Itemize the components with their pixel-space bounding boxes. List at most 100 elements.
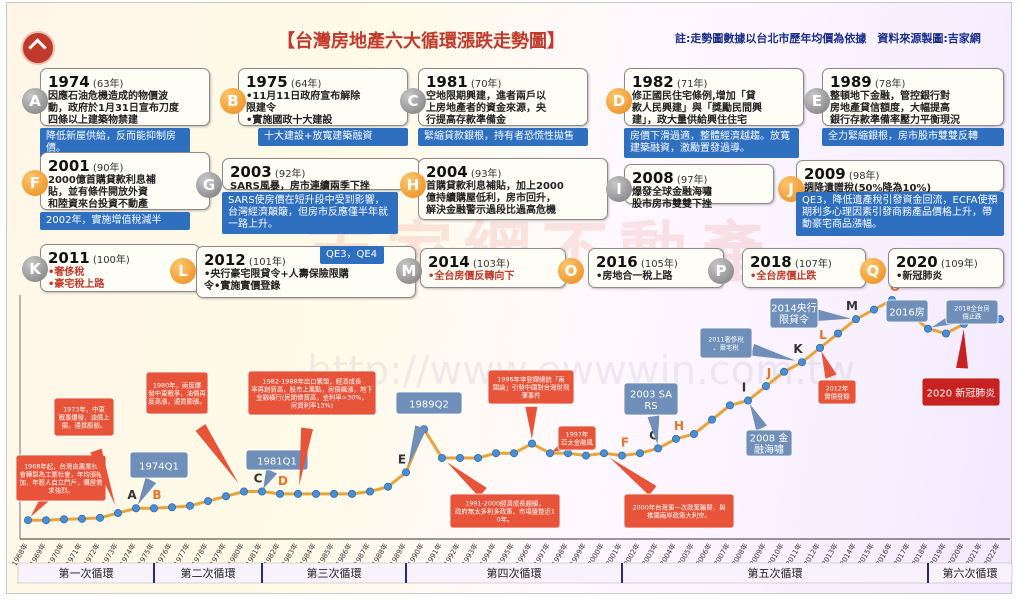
event-card-K: 2011 (100年) •奢侈稅 •豪宅稅上路 bbox=[40, 244, 200, 292]
callout-pointer bbox=[263, 468, 278, 489]
callout-pointer bbox=[447, 462, 487, 498]
callout-text: 1997年亞太金融風 bbox=[561, 430, 594, 447]
event-year: 2020 bbox=[896, 253, 938, 271]
callout-pointer bbox=[137, 477, 157, 505]
callout-line: 2000年台灣第一次政黨輪替，與 bbox=[633, 503, 727, 512]
data-point-2011 bbox=[798, 358, 807, 367]
point-letter-J: J bbox=[766, 366, 771, 380]
callout-text: 1981Q1 bbox=[257, 456, 297, 467]
event-letter-badge: O bbox=[558, 258, 584, 284]
callout-text: 2011奢侈稅、豪宅稅 bbox=[708, 335, 744, 352]
event-description-line: •房地合一稅上路 bbox=[596, 271, 673, 282]
event-letter-badge: P bbox=[708, 258, 734, 284]
brand-logo bbox=[21, 31, 55, 65]
callout-text: 2008 金融海嘯 bbox=[750, 432, 789, 457]
data-point-1989 bbox=[401, 468, 410, 477]
callout-line: 戰事爆發，油價上 bbox=[58, 412, 110, 421]
callout-box bbox=[145, 371, 209, 415]
event-description-line: 四條以上建築物禁建 bbox=[48, 115, 138, 126]
event-card-header: 2014 (103年) bbox=[428, 252, 558, 271]
callout-text: 1973年，中東戰事爆發，油價上揚，通貨膨脹。 bbox=[58, 405, 110, 430]
data-point-1977 bbox=[185, 501, 194, 510]
callout-pointer bbox=[610, 457, 657, 496]
callout-line: 2011奢侈稅 bbox=[708, 335, 744, 344]
data-point-1998 bbox=[564, 449, 573, 458]
callout-box bbox=[487, 369, 575, 405]
event-description-line: •新冠肺炎 bbox=[896, 271, 943, 282]
event-card-header: 1981 (70年) bbox=[426, 72, 580, 91]
event-description-line: 2000億首購貸款利息補 bbox=[48, 175, 156, 186]
event-description-line: 整頓地下金融，管控銀行對 bbox=[830, 91, 950, 102]
callout-pointer bbox=[749, 403, 768, 431]
cycle-label: 第三次循環 bbox=[307, 566, 362, 580]
data-point-2000 bbox=[600, 449, 609, 458]
callout-pointer bbox=[299, 427, 314, 486]
event-roc-year: (71年) bbox=[673, 79, 708, 90]
callout-text: 1974Q1 bbox=[139, 461, 179, 472]
event-description-line: •豪宅稅上路 bbox=[48, 279, 105, 290]
event-description-line: 解決金融警示過段比過高危機 bbox=[426, 205, 556, 216]
event-letter-badge: B bbox=[220, 88, 246, 114]
event-letter-badge: E bbox=[804, 88, 830, 114]
data-point-1999 bbox=[582, 451, 591, 460]
data-point-2009 bbox=[762, 382, 771, 391]
event-card-header: 2011 (100年) bbox=[48, 248, 192, 267]
event-card-header: 1989 (78年) bbox=[830, 72, 996, 91]
event-description-line: 爆發全球金融海嘯 bbox=[632, 187, 712, 198]
event-card-A: 1974 (63年) 因應石油危機造成的物價波 動，政府於1月31日宣布刀度 四條以上… bbox=[40, 68, 210, 126]
event-letter-badge: M bbox=[396, 258, 422, 284]
event-year: 2012 bbox=[204, 251, 246, 269]
event-description-line: 房地產貸信額度，大幅提高 bbox=[830, 103, 950, 114]
event-note: 十大建設+放寬建築融資 bbox=[258, 128, 408, 146]
data-point-1972 bbox=[96, 513, 105, 522]
callout-line: 加，年輕人自立門戶，購屋需 bbox=[19, 477, 102, 486]
callout-box bbox=[745, 429, 793, 457]
callout-pointer bbox=[525, 406, 538, 440]
event-roc-year: (92年) bbox=[271, 169, 306, 180]
event-letter-badge: F bbox=[22, 170, 48, 196]
data-point-2015 bbox=[870, 305, 879, 314]
data-point-2007 bbox=[726, 401, 735, 410]
event-card-P: 2018 (107年) •全台房價止跌 bbox=[742, 248, 866, 288]
callout-box bbox=[623, 382, 679, 416]
event-roc-year: (107年) bbox=[791, 259, 832, 270]
event-roc-year: (103年) bbox=[469, 259, 510, 270]
cycle-label: 第六次循環 bbox=[943, 566, 998, 580]
event-year: 2009 bbox=[804, 165, 846, 183]
point-letter-H: H bbox=[674, 419, 684, 433]
event-card-header: 1982 (71年) bbox=[632, 72, 796, 91]
callout-box bbox=[885, 299, 929, 323]
event-description-line: 股市房市雙雙下挫 bbox=[632, 199, 712, 210]
event-card-Q: 2020 (109年) •新冠肺炎 bbox=[888, 248, 1004, 288]
event-year: 2014 bbox=[428, 253, 470, 271]
callout-line: 限貸令 bbox=[779, 313, 809, 326]
event-description-line: •全台房價反轉向下 bbox=[428, 271, 515, 282]
callout-text: 2012年實價登錄 bbox=[824, 384, 850, 401]
chart-title: 【台灣房地產六大循環漲跌走勢圖】 bbox=[277, 31, 565, 52]
event-card-G: 2003 (92年) SARS風暴，房市連續兩季下挫 bbox=[222, 158, 420, 192]
event-roc-year: (109年) bbox=[937, 259, 978, 270]
event-description-line: 銀行存款準備率壓力平衡現況 bbox=[830, 115, 960, 126]
event-year: 2016 bbox=[596, 253, 638, 271]
callout-line: 推國兩岸政策大利空。 bbox=[647, 510, 711, 519]
data-point-1996 bbox=[528, 439, 537, 448]
event-card-header: 1974 (63年) bbox=[48, 72, 202, 91]
event-card-H: 2004 (93年) 首購貸款利息補貼，加上2000 億持續購屋低利，房市回升， 解決… bbox=[418, 158, 608, 220]
event-card-F: 2001 (90年) 2000億首購貸款利息補 貼，並有條件開放外資 和陸資來台投資不… bbox=[40, 152, 210, 210]
data-point-1978 bbox=[203, 497, 212, 506]
event-year: 2001 bbox=[48, 157, 90, 175]
callout-line: 1980年，兩度爆 bbox=[153, 381, 202, 390]
point-letter-M: M bbox=[846, 299, 858, 313]
event-roc-year: (63年) bbox=[89, 79, 124, 90]
event-card-E: 1989 (78年) 整頓地下金融，管控銀行對 房地產貸信額度，大幅提高 銀行存款準備… bbox=[822, 68, 1004, 126]
callout-line: 2016房 bbox=[889, 305, 924, 318]
event-letter-badge: K bbox=[22, 256, 48, 282]
event-letter-badge: I bbox=[606, 176, 632, 202]
event-note: QE3，QE4 bbox=[320, 246, 384, 264]
callout-line: 2008 金 bbox=[750, 432, 789, 445]
event-note: 緊縮貸款銀根，持有者恐慌性拋售 bbox=[418, 128, 588, 146]
callout-line: 彈事件 bbox=[521, 390, 541, 399]
data-point-1971 bbox=[78, 514, 87, 523]
data-point-2002 bbox=[636, 449, 645, 458]
